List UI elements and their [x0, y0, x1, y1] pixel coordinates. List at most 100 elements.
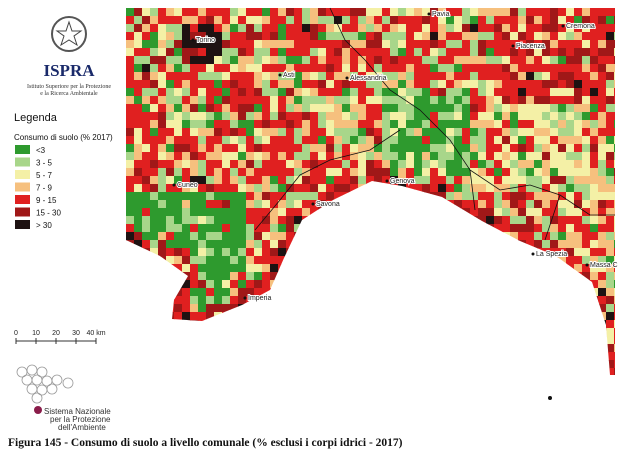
map-cell — [134, 352, 143, 361]
map-cell — [286, 312, 295, 321]
map-cell — [590, 328, 599, 337]
map-cell — [182, 368, 191, 375]
map-cell — [590, 112, 599, 121]
map-cell — [382, 16, 391, 25]
map-cell — [566, 64, 575, 73]
map-cell — [222, 248, 231, 257]
map-cell — [166, 32, 175, 41]
map-cell — [310, 176, 319, 185]
map-cell — [270, 312, 279, 321]
map-cell — [166, 112, 175, 121]
map-cell — [302, 160, 311, 169]
map-cell — [222, 160, 231, 169]
map-cell — [390, 264, 399, 273]
map-cell — [582, 160, 591, 169]
city-dot — [511, 44, 515, 48]
map-cell — [510, 192, 519, 201]
map-cell — [278, 96, 287, 105]
map-cell — [358, 152, 367, 161]
map-cell — [526, 160, 535, 169]
map-cell — [286, 224, 295, 233]
map-cell — [414, 240, 423, 249]
map-cell — [454, 224, 463, 233]
map-cell — [334, 16, 343, 25]
map-cell — [542, 312, 551, 321]
map-cell — [534, 16, 543, 25]
map-cell — [382, 344, 391, 353]
map-cell — [326, 16, 335, 25]
map-cell — [326, 32, 335, 41]
map-cell — [454, 32, 463, 41]
map-cell — [270, 160, 279, 169]
map-cell — [222, 152, 231, 161]
legend-swatch — [15, 157, 30, 167]
map-cell — [286, 240, 295, 249]
map-cell — [358, 248, 367, 257]
map-cell — [566, 8, 575, 17]
map-cell — [134, 168, 143, 177]
map-cell — [142, 40, 151, 49]
map-cell — [270, 352, 279, 361]
legend-swatch — [15, 145, 30, 154]
map-cell — [542, 24, 551, 33]
map-cell — [214, 272, 223, 281]
map-cell — [406, 128, 415, 137]
map-cell — [182, 80, 191, 89]
map-cell — [142, 88, 151, 97]
map-cell — [174, 184, 183, 193]
map-cell — [390, 168, 399, 177]
map-cell — [614, 64, 615, 73]
map-cell — [430, 16, 439, 25]
map-cell — [438, 160, 447, 169]
map-cell — [182, 208, 191, 217]
map-cell — [414, 24, 423, 33]
map-cell — [246, 368, 255, 375]
map-cell — [326, 104, 335, 113]
map-cell — [350, 32, 359, 41]
map-cell — [614, 88, 615, 97]
map-cell — [590, 368, 599, 375]
map-cell — [598, 248, 607, 257]
map-cell — [550, 104, 559, 113]
map-cell — [486, 208, 495, 217]
map-cell — [302, 280, 311, 289]
map-cell — [366, 344, 375, 353]
map-cell — [190, 336, 199, 345]
map-cell — [526, 72, 535, 81]
map-cell — [422, 352, 431, 361]
legend-label: 7 - 9 — [36, 184, 53, 193]
map-cell — [430, 104, 439, 113]
map-cell — [558, 56, 567, 65]
map-cell — [542, 320, 551, 329]
map-cell — [294, 120, 303, 129]
map-cell — [182, 72, 191, 81]
map-cell — [574, 208, 583, 217]
map-cell — [478, 256, 487, 265]
map-cell — [182, 352, 191, 361]
map-cell — [318, 272, 327, 281]
map-cell — [438, 184, 447, 193]
map-cell — [462, 168, 471, 177]
map-cell — [550, 264, 559, 273]
map-cell — [542, 240, 551, 249]
map-cell — [206, 8, 215, 17]
map-cell — [206, 168, 215, 177]
map-cell — [350, 232, 359, 241]
map-cell — [614, 320, 615, 329]
map-cell — [126, 224, 135, 233]
map-cell — [310, 184, 319, 193]
map-cell — [606, 200, 615, 209]
map-cell — [286, 56, 295, 65]
map-cell — [358, 24, 367, 33]
map-cell — [166, 144, 175, 153]
map-cell — [510, 168, 519, 177]
map-cell — [310, 32, 319, 41]
map-cell — [526, 320, 535, 329]
map-cell — [222, 328, 231, 337]
map-cell — [446, 96, 455, 105]
map-cell — [574, 152, 583, 161]
map-cell — [214, 192, 223, 201]
map-cell — [134, 80, 143, 89]
map-cell — [198, 288, 207, 297]
map-cell — [502, 360, 511, 369]
